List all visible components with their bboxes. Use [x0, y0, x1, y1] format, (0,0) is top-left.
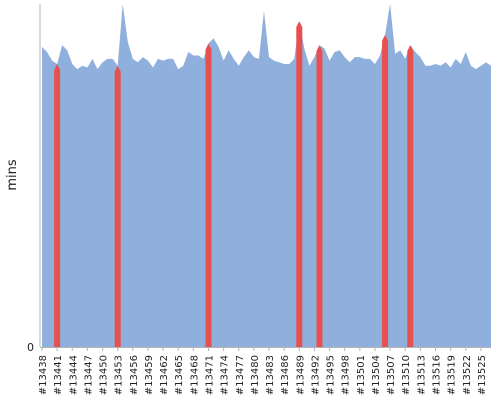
x-tick-label: #13465	[174, 355, 185, 395]
x-tick-label: #13492	[310, 355, 321, 395]
x-tick-label: #13456	[129, 355, 140, 395]
highlight-layer	[54, 21, 414, 348]
x-tick-label: #13438	[38, 355, 49, 395]
x-tick-label: #13462	[159, 355, 170, 395]
x-tick-label: #13504	[371, 355, 382, 395]
x-tick-label: #13507	[386, 355, 397, 395]
y-axis-label: mins	[5, 159, 20, 191]
x-tick-label: #13501	[356, 355, 367, 395]
x-tick-label: #13495	[326, 355, 337, 395]
x-tick-label: #13486	[280, 355, 291, 395]
x-tick-label: #13483	[265, 355, 276, 395]
x-tick-label: #13510	[401, 355, 412, 395]
x-tick-label: #13480	[250, 355, 261, 395]
x-tick-label: #13441	[53, 355, 64, 395]
x-tick-label: #13522	[462, 355, 473, 395]
highlight-bar	[296, 21, 303, 348]
x-tick-label: #13474	[220, 355, 231, 395]
x-tick-label: #13459	[144, 355, 155, 395]
x-tick-label: #13525	[477, 355, 488, 395]
x-tick-label: #13453	[114, 355, 125, 395]
highlight-bar	[382, 34, 389, 348]
x-tick-label: #13519	[447, 355, 458, 395]
x-tick-label: #13468	[189, 355, 200, 395]
x-tick-label: #13489	[295, 355, 306, 395]
x-tick-label: #13516	[432, 355, 443, 395]
x-tick-label: #13447	[83, 355, 94, 395]
x-tick-label: #13498	[341, 355, 352, 395]
highlight-bar	[54, 64, 61, 347]
x-tick-label: #13444	[68, 355, 79, 395]
highlight-bar	[205, 43, 212, 347]
highlight-bar	[407, 45, 414, 347]
tick-layer: #13438 #13441 #13444 #13447 #13450 #13453 #134…	[38, 347, 488, 395]
plot-area	[42, 4, 491, 347]
area-series	[42, 4, 491, 347]
y-tick-label: 0	[27, 341, 34, 354]
axis-layer: 0	[27, 4, 491, 354]
x-tick-label: #13471	[204, 355, 215, 395]
x-tick-label: #13477	[235, 355, 246, 395]
highlight-bar	[316, 45, 323, 347]
x-tick-label: #13450	[99, 355, 110, 395]
x-tick-label: #13513	[416, 355, 427, 395]
highlight-bar	[114, 65, 121, 348]
